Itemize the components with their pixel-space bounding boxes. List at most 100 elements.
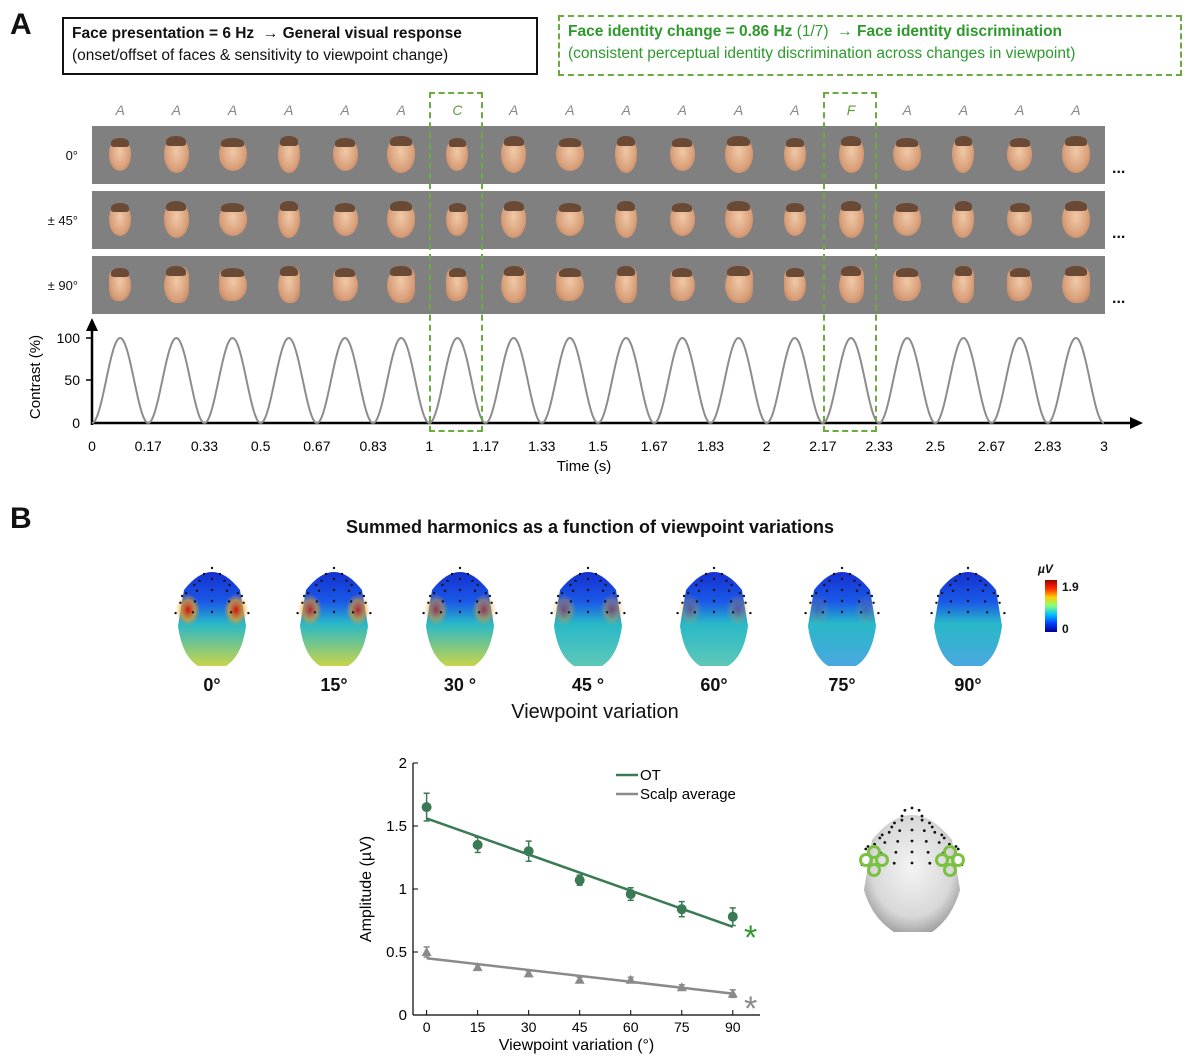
topo-head [426, 572, 494, 666]
face-image [1007, 137, 1033, 171]
face-image [163, 200, 189, 238]
time-tick-label: 2.17 [809, 438, 836, 454]
topo-map [174, 566, 250, 666]
face-image [555, 137, 584, 171]
topo-map [550, 566, 626, 666]
panel-a-letter: A [10, 8, 32, 41]
topo-map [422, 566, 498, 666]
face-image [838, 265, 864, 303]
topo-head [300, 572, 368, 666]
face-image [218, 202, 247, 236]
general-response-box: Face presentation = 6 Hz → General visua… [62, 17, 538, 75]
row-label-0: 0° [65, 148, 78, 163]
colorbar-max: 1.9 [1062, 580, 1079, 594]
amp-xtick-label: 60 [623, 1019, 639, 1035]
time-tick-label: 1.67 [641, 438, 668, 454]
face-image [446, 137, 469, 171]
amp-ytick-label: 1 [399, 881, 407, 898]
data-point [523, 968, 534, 978]
ellipsis-90: ... [1112, 290, 1126, 307]
panel-b-letter: B [10, 502, 32, 535]
identity-change-subtext: (consistent perceptual identity discrimi… [568, 45, 1076, 62]
topo-head [554, 572, 622, 666]
face-image [952, 265, 975, 303]
data-point [625, 889, 636, 900]
sequence-letter: A [227, 102, 238, 118]
sequence-letter: F [846, 102, 856, 118]
face-image [669, 137, 695, 171]
sequence-letter: C [452, 102, 463, 118]
identity-discrimination-text: → Face identity discrimination [837, 23, 1063, 40]
sequence-letter: A [115, 102, 125, 118]
face-image [332, 267, 358, 301]
face-image [163, 135, 189, 173]
face-image [783, 137, 806, 171]
time-tick-label: 1 [425, 438, 433, 454]
topo-label: 90° [954, 675, 982, 695]
face-image [109, 202, 132, 236]
face-image [724, 135, 753, 173]
electrode-head [864, 815, 960, 932]
face-strip-45 [92, 191, 1105, 249]
sequence-letter: A [1071, 102, 1081, 118]
identity-change-frame-c [429, 92, 483, 432]
face-image [669, 267, 695, 301]
time-tick-label: 0.67 [303, 438, 330, 454]
colorbar-min: 0 [1062, 622, 1069, 636]
time-tick-label: 2.33 [865, 438, 892, 454]
data-point [472, 839, 483, 850]
ot-electrode [943, 863, 957, 877]
topo-map [296, 566, 372, 666]
topo-map [804, 566, 880, 666]
topo-map [676, 566, 752, 666]
time-axis-arrow [1130, 417, 1143, 429]
sequence-letter: A [565, 102, 575, 118]
amp-ytick-label: 0.5 [386, 944, 407, 961]
electrode-map [859, 806, 965, 932]
time-tick-label: 2.67 [978, 438, 1005, 454]
face-image [218, 267, 247, 301]
face-image [724, 265, 753, 303]
ot-electrode [867, 845, 881, 859]
sequence-letter: A [284, 102, 294, 118]
amp-xtick-label: 45 [572, 1019, 588, 1035]
time-tick-label: 1.33 [528, 438, 555, 454]
ot-electrode [935, 853, 949, 867]
time-xlabel: Time (s) [557, 458, 611, 475]
face-image [893, 137, 922, 171]
data-point [625, 974, 636, 984]
topo-head [808, 572, 876, 666]
general-response-text: → General visual response [262, 25, 462, 42]
topo-xlabel: Viewpoint variation [511, 701, 679, 723]
face-image [109, 137, 132, 171]
topo-label: 60° [700, 675, 728, 695]
time-tick-label: 3 [1100, 438, 1108, 454]
topo-head [934, 572, 1002, 666]
amp-xtick-label: 15 [470, 1019, 486, 1035]
time-tick-label: 2.83 [1034, 438, 1061, 454]
identity-change-frame-f [823, 92, 877, 432]
ot-electrode [867, 863, 881, 877]
face-image [1007, 202, 1033, 236]
sequence-letter: A [508, 102, 519, 118]
amp-xtick-label: 0 [423, 1019, 431, 1035]
face-image [724, 200, 753, 238]
legend-scalp: Scalp average [640, 786, 736, 803]
time-tick-label: 0.83 [359, 438, 386, 454]
sequence-letter: A [621, 102, 631, 118]
time-tick-label: 0.33 [191, 438, 218, 454]
row-label-90: ± 90° [47, 278, 78, 293]
ot-electrode [875, 853, 889, 867]
face-image [501, 135, 527, 173]
topo-label: 30 ° [443, 675, 477, 695]
topo-label: 75° [828, 675, 856, 695]
row-label-45: ± 45° [47, 213, 78, 228]
topo-label: 45 ° [571, 675, 605, 695]
ellipsis-0: ... [1112, 160, 1126, 177]
sequence-letter: A [733, 102, 744, 118]
ot-electrode [859, 853, 873, 867]
face-image [332, 137, 358, 171]
face-image [838, 200, 864, 238]
face-image [1061, 135, 1090, 173]
data-point [676, 904, 687, 915]
